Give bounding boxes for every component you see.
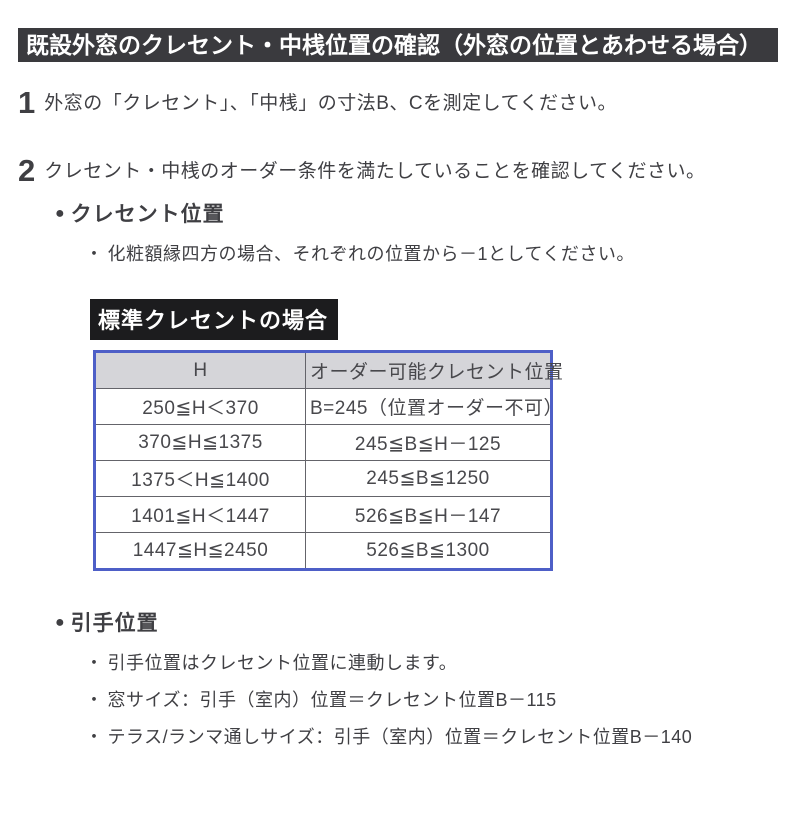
table-row: 1401≦H＜1447 526≦B≦H－147 (94, 496, 552, 533)
handle-position-heading-label: 引手位置 (70, 612, 159, 635)
table-cell-position: B=245（位置オーダー不可） (305, 388, 562, 425)
sub-bullet-icon: ・ (85, 690, 104, 710)
step-1-number: 1 (18, 85, 36, 120)
step-2-number: 2 (18, 153, 36, 188)
table-row: 1375＜H≦1400 245≦B≦1250 (94, 460, 552, 497)
handle-note-linked: ・引手位置はクレセント位置に連動します。 (85, 652, 800, 674)
table-cell-h-range: 1401≦H＜1447 (94, 496, 306, 533)
step-2-text: クレセント・中桟のオーダー条件を満たしていることを確認してください。 (44, 161, 706, 182)
table-cell-position: 526≦B≦1300 (305, 532, 552, 570)
table-row: 1447≦H≦2450 526≦B≦1300 (94, 532, 552, 570)
table-cell-h-range: 250≦H＜370 (94, 388, 306, 425)
table-row: 370≦H≦1375 245≦B≦H－125 (94, 424, 552, 461)
handle-note-window-size: ・窓サイズ：引手（室内）位置＝クレセント位置B－115 (85, 689, 800, 711)
crescent-position-note-text: 化粧額縁四方の場合、それぞれの位置から－1としてください。 (107, 244, 635, 264)
table-cell-h-range: 1375＜H≦1400 (94, 460, 306, 497)
handle-note-linked-text: 引手位置はクレセント位置に連動します。 (107, 653, 458, 673)
table-cell-position: 526≦B≦H－147 (305, 496, 552, 533)
crescent-position-heading-label: クレセント位置 (70, 203, 225, 226)
table-header-order-position: オーダー可能クレセント位置 (305, 351, 563, 389)
table-row: 250≦H＜370 B=245（位置オーダー不可） (94, 388, 562, 425)
document-page: 既設外窓のクレセント・中桟位置の確認（外窓の位置とあわせる場合） 1 外窓の「ク… (0, 28, 800, 828)
table-cell-h-range: 1447≦H≦2450 (94, 532, 306, 570)
step-1-text: 外窓の「クレセント」、「中桟」の寸法B、Cを測定してください。 (44, 93, 618, 114)
table-header-h: H (94, 351, 306, 389)
bullet-icon: ● (55, 204, 66, 222)
bullet-icon: ● (55, 613, 66, 631)
step-2: 2 クレセント・中桟のオーダー条件を満たしていることを確認してください。 (18, 153, 800, 188)
table-cell-position: 245≦B≦1250 (305, 460, 552, 497)
crescent-position-note: ・化粧額縁四方の場合、それぞれの位置から－1としてください。 (85, 243, 800, 265)
handle-note-terrace-size: ・テラス/ランマ通しサイズ：引手（室内）位置＝クレセント位置B－140 (85, 726, 800, 748)
table-cell-position: 245≦B≦H－125 (305, 424, 552, 461)
sub-bullet-icon: ・ (85, 653, 104, 673)
table-cell-h-range: 370≦H≦1375 (94, 424, 306, 461)
handle-position-heading: ● 引手位置 (55, 607, 800, 637)
handle-note-window-size-text: 窓サイズ：引手（室内）位置＝クレセント位置B－115 (107, 690, 557, 710)
sub-bullet-icon: ・ (85, 244, 104, 264)
page-title: 既設外窓のクレセント・中桟位置の確認（外窓の位置とあわせる場合） (18, 28, 778, 62)
table-header-row: H オーダー可能クレセント位置 (94, 351, 563, 389)
handle-note-terrace-size-text: テラス/ランマ通しサイズ：引手（室内）位置＝クレセント位置B－140 (107, 727, 693, 747)
standard-crescent-label: 標準クレセントの場合 (90, 299, 339, 340)
crescent-position-heading: ● クレセント位置 (55, 198, 800, 228)
step-1: 1 外窓の「クレセント」、「中桟」の寸法B、Cを測定してください。 (18, 85, 800, 120)
crescent-position-table: H オーダー可能クレセント位置 250≦H＜370 B=245（位置オーダー不可… (93, 350, 563, 571)
sub-bullet-icon: ・ (85, 727, 104, 747)
